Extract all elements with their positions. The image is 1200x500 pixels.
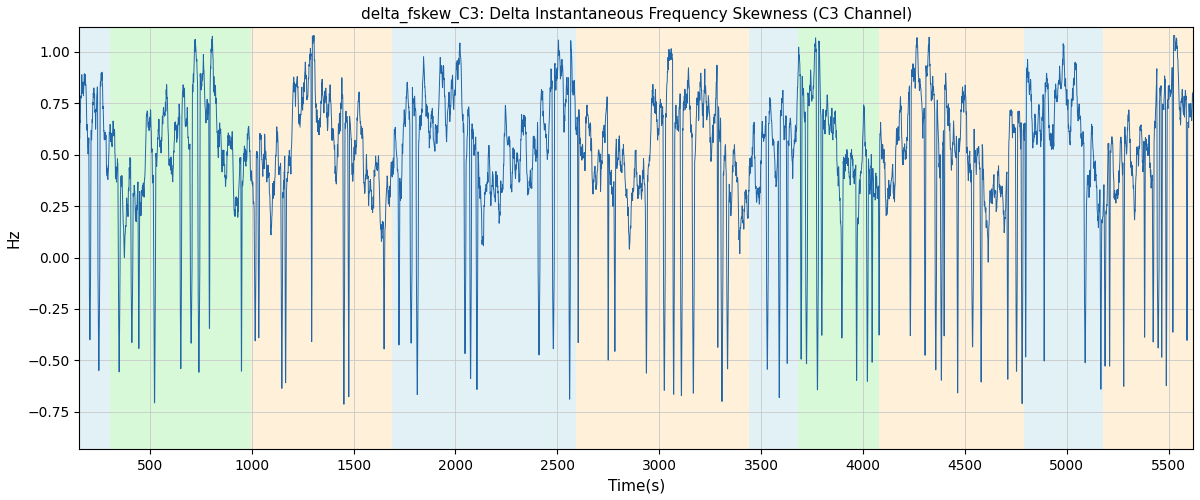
Y-axis label: Hz: Hz (7, 228, 22, 248)
Bar (576, 28, 749, 449)
Bar (798, 28, 880, 449)
Bar (251, 28, 392, 449)
Bar (1103, 28, 1193, 449)
Bar (749, 28, 798, 449)
Bar (880, 28, 1024, 449)
Bar (392, 28, 576, 449)
Title: delta_fskew_C3: Delta Instantaneous Frequency Skewness (C3 Channel): delta_fskew_C3: Delta Instantaneous Freq… (361, 7, 912, 23)
X-axis label: Time(s): Time(s) (607, 478, 665, 493)
Bar (79, 28, 110, 449)
Bar (110, 28, 251, 449)
Bar (1024, 28, 1103, 449)
